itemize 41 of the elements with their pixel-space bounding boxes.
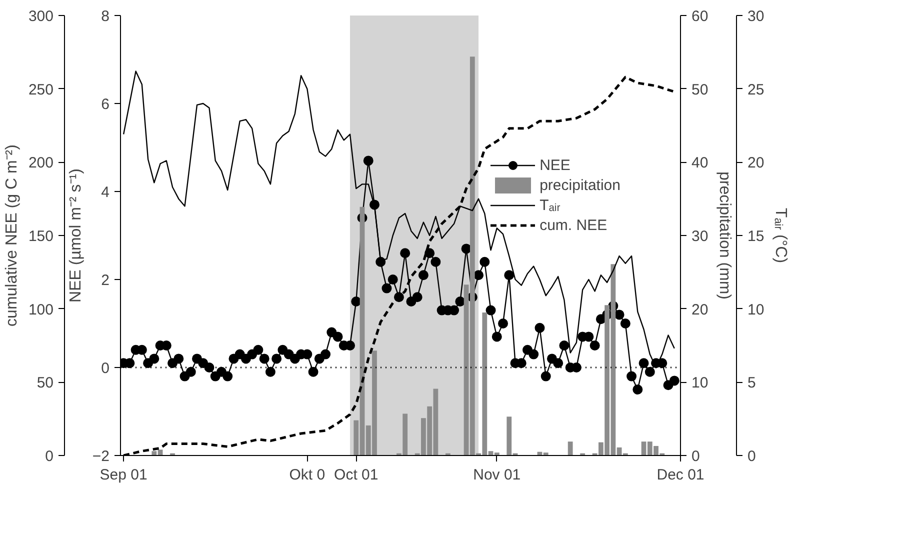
y3-tick-label: 15 [748,228,764,245]
y-tick-label: 6 [101,96,110,113]
y2-tick-label: 50 [692,81,708,98]
y2-tick-label: 60 [692,8,708,25]
y2-tick-label: 20 [692,301,708,318]
y2-tick-label: 30 [692,228,708,245]
y-tick-label: 200 [28,154,54,172]
y-tick-label: 250 [28,81,54,98]
y3-tick-label: 0 [748,448,756,465]
y2-axis-title: precipitation (mm) [716,171,734,300]
y-tick-label: 100 [28,301,54,318]
y2-tick-label: 40 [692,154,708,172]
legend-label: NEE [540,156,570,174]
y3-tick-label: 20 [748,154,764,172]
y2-tick-label: 10 [692,374,708,392]
y-tick-label: −2 [92,448,110,465]
y-tick-label: 50 [36,374,54,392]
x-tick-label: Oct 01 [334,466,378,484]
bar [568,442,573,456]
y-tick-label: 2 [101,272,110,289]
y-tick-label: 150 [28,228,54,245]
y-tick-label: 0 [45,448,54,465]
y-axis-title: NEE (µmol m⁻² s⁻¹) [67,168,84,302]
y3-tick-label: 10 [748,301,764,318]
text: cum. NEE [540,216,608,234]
y-tick-label: 0 [101,360,110,377]
y3-tick-label: 25 [748,81,764,98]
y-tick-label: 300 [28,8,54,25]
y-axis-title: cumulative NEE (g C m⁻²) [3,144,20,326]
legend-label: Tₐᵢᵣ [540,196,560,214]
x-tick-label: Nov 01 [473,466,521,484]
y3-tick-label: 30 [748,8,764,25]
x-tick-label: Dec 01 [656,466,704,484]
y3-tick-label: 5 [748,374,756,392]
x-tick-label: Okt 0 [289,466,326,484]
y2-tick-label: 0 [692,448,700,465]
y3-axis-title: Tₐᵢᵣ (°C) [772,208,790,264]
x-tick-label: Sep 01 [100,466,148,484]
y-tick-label: 8 [101,8,110,25]
y-tick-label: 4 [101,184,110,201]
legend-label: precipitation [540,176,620,194]
